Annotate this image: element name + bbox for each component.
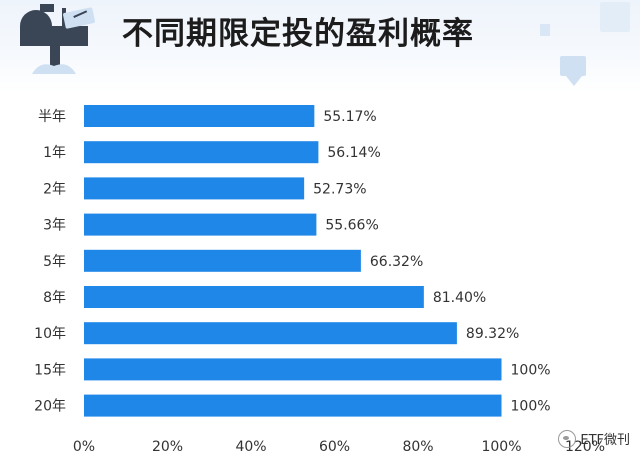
bar bbox=[84, 358, 502, 381]
category-label: 1年 bbox=[43, 145, 66, 161]
category-label: 10年 bbox=[34, 326, 66, 342]
bar bbox=[84, 249, 361, 272]
value-label: 55.66% bbox=[325, 218, 378, 234]
mailbox-icon bbox=[20, 4, 95, 74]
x-tick-label: 100% bbox=[481, 439, 521, 455]
x-tick-label: 60% bbox=[319, 439, 350, 455]
x-tick-label: 20% bbox=[152, 439, 183, 455]
value-label: 100% bbox=[511, 399, 551, 415]
category-label: 8年 bbox=[43, 290, 66, 306]
bar bbox=[84, 141, 319, 164]
x-tick-label: 80% bbox=[402, 439, 433, 455]
category-label: 半年 bbox=[38, 109, 66, 125]
category-label: 5年 bbox=[43, 254, 66, 270]
header-banner bbox=[0, 0, 640, 92]
category-label: 3年 bbox=[43, 218, 66, 234]
bar bbox=[84, 394, 502, 417]
watermark: ETF微刊 bbox=[558, 429, 630, 448]
chart-title: 不同期限定投的盈利概率 bbox=[122, 16, 474, 52]
bar bbox=[84, 177, 305, 200]
decor-icon bbox=[540, 2, 630, 86]
value-label: 55.17% bbox=[323, 109, 376, 125]
x-tick-label: 40% bbox=[235, 439, 266, 455]
category-label: 15年 bbox=[34, 362, 66, 378]
bar bbox=[84, 286, 424, 308]
value-label: 56.14% bbox=[327, 145, 380, 161]
value-label: 81.40% bbox=[433, 290, 486, 306]
value-label: 66.32% bbox=[370, 254, 423, 270]
bar bbox=[84, 105, 315, 127]
watermark-text: ETF微刊 bbox=[580, 433, 630, 448]
category-label: 20年 bbox=[34, 399, 66, 415]
category-label: 2年 bbox=[43, 181, 66, 197]
x-tick-label: 0% bbox=[73, 439, 95, 455]
wechat-icon bbox=[558, 429, 577, 448]
bar bbox=[84, 322, 457, 345]
bar bbox=[84, 213, 317, 236]
value-label: 100% bbox=[511, 362, 551, 378]
value-label: 89.32% bbox=[466, 326, 519, 342]
value-label: 52.73% bbox=[313, 181, 366, 197]
